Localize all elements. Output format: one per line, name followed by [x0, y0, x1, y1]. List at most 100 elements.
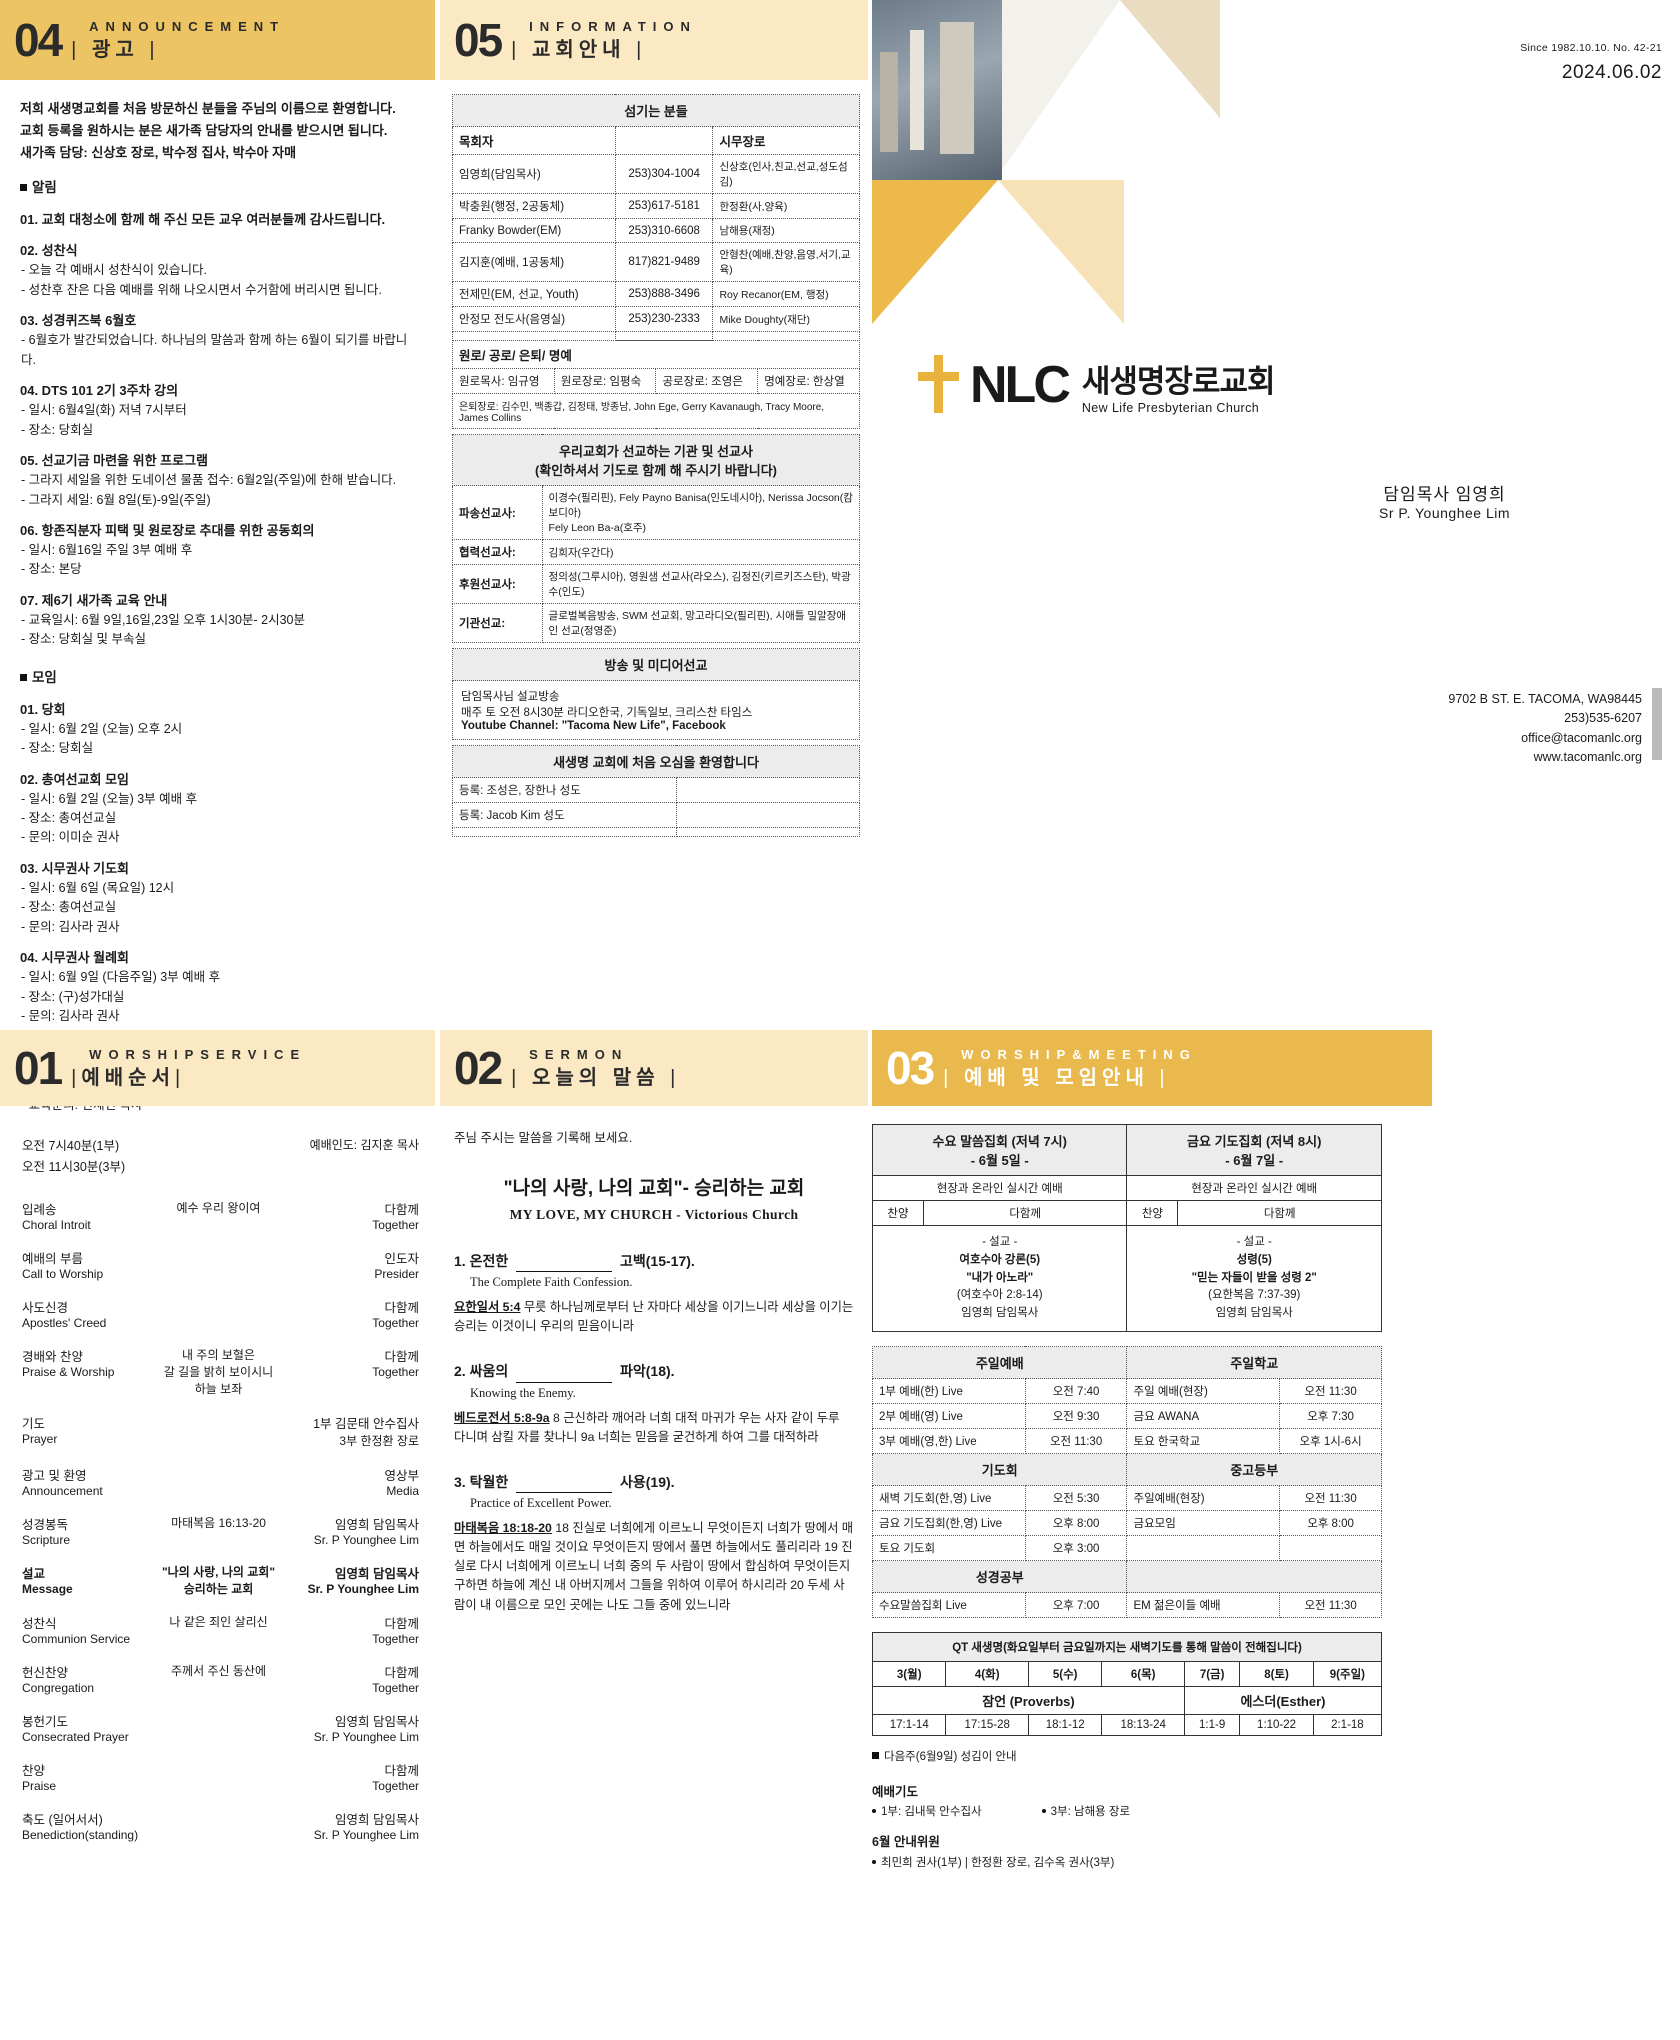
section-title-kr: | 오늘의 말씀 | — [511, 1066, 681, 1089]
table-row: 토요 기도회 오후 3:00 — [872, 1535, 1382, 1562]
meeting-body: 수요 말씀집회 (저녁 7시) - 6월 5일 - 금요 기도집회 (저녁 8시)… — [871, 1106, 1412, 1873]
worship-item-detail — [153, 1705, 284, 1754]
worship-item-detail — [153, 1242, 284, 1291]
table-row: 2부 예배(영) Live 오전 9:30 금요 AWANA 오후 7:30 — [872, 1403, 1382, 1430]
schedule-time-left: 오전 7:40 — [1024, 1378, 1128, 1405]
staff-pastor: 박충원(행정, 2공동체) — [452, 193, 616, 219]
section-title-en: ANNOUNCEMENT — [89, 19, 286, 35]
table-row — [452, 827, 861, 837]
announcement-item-detail: - 문의: 이미순 권사 — [21, 830, 120, 845]
honorary-title: 원로/ 공로/ 은퇴/ 명예 — [452, 340, 860, 369]
qt-book-right: 에스더(Esther) — [1183, 1686, 1383, 1716]
weekly-schedule-table: 주일예배 주일학교 1부 예배(한) Live 오전 7:40 주일 예배(현장) 오전 … — [871, 1346, 1382, 1619]
group-heading: 모임 — [20, 668, 421, 689]
worship-item-detail: 나 같은 죄인 살리신 — [169, 1614, 268, 1629]
friday-live: 현장과 온라인 실시간 예배 — [1126, 1175, 1382, 1201]
announcement-item: 03. 성경퀴즈북 6월호 - 6월호가 발간되었습니다. 하나님의 말씀과 함께… — [20, 311, 421, 370]
schedule-item-right: 주일예배(현장) — [1126, 1485, 1281, 1512]
worship-item-detail — [153, 1407, 284, 1459]
announcement-item-detail: - 일시: 6월 9일 (다음주일) 3부 예배 후 — [21, 970, 221, 985]
worship-prayer-block: 예배기도 1부: 김내묵 안수집사 3부: 남해용 장로 — [872, 1782, 1382, 1823]
praise-value-left: 다함께 — [922, 1200, 1128, 1226]
staff-pastor: Franky Bowder(EM) — [452, 218, 616, 243]
table-row: 등록: 조성은, 장한나 성도 — [452, 777, 861, 803]
announcement-item-detail: - 문의: 김사라 권사 — [21, 1008, 120, 1023]
staff-pastor: 전제민(EM, 선교, Youth) — [452, 281, 616, 307]
staff-elder: Mike Doughty(재단) — [712, 306, 860, 332]
media-lines: 담임목사님 설교방송 매주 토 오전 8시30분 라디오한국, 기독일보, 크리스… — [452, 680, 860, 740]
welcome-spacer — [675, 802, 861, 828]
address-line-1: 9702 B ST. E. TACOMA, WA98445 — [1448, 692, 1642, 706]
section-title-en: SERMON — [529, 1047, 629, 1063]
sermon-body: 주님 주시는 말씀을 기록해 보세요. "나의 사랑, 나의 교회"- 승리하는… — [440, 1106, 868, 1615]
mission-label: 후원선교사: — [452, 564, 543, 604]
worship-item-person: 인도자 Presider — [374, 1251, 419, 1281]
contact-block: 9702 B ST. E. TACOMA, WA98445 253)535-62… — [1448, 690, 1642, 768]
service-time: 오전 11시30분(3부) — [22, 1160, 126, 1175]
meeting-sermon-line: - 설교 - — [1236, 1236, 1272, 1248]
decor-triangle-cream — [1120, 0, 1220, 118]
retired-elders: 은퇴장로: 김수민, 백종갑, 김정태, 방종남, John Ege, Gerr… — [452, 393, 860, 429]
schedule-time-left: 오전 9:30 — [1024, 1403, 1128, 1430]
schedule-header-left: 기도회 — [871, 1453, 1128, 1487]
issue-info: Since 1982.10.10. No. 42-21 2024.06.02 — [1520, 42, 1662, 84]
address-line-2: 253)535-6207 — [1564, 711, 1642, 726]
qt-reference: 2:1-18 — [1312, 1714, 1383, 1737]
worship-prayer-title: 예배기도 — [872, 1784, 919, 1799]
worship-order-row: 기도 Prayer 1부 김문태 안수집사 3부 한정환 장로 — [22, 1407, 419, 1459]
worship-prayer-item: 3부: 남해용 장로 — [1041, 1803, 1130, 1823]
sermon-point: 2. 싸움의 파악(18). Knowing the Enemy. 베드로전서 5:… — [454, 1360, 854, 1446]
mission-title: 우리교회가 선교하는 기관 및 선교사 (확인하셔서 기도로 함께 해 주시기 … — [452, 434, 860, 486]
logo-name-en: New Life Presbyterian Church — [1081, 400, 1260, 415]
column-header-spacer — [615, 126, 714, 155]
masthead: Since 1982.10.10. No. 42-21 2024.06.02 N… — [872, 0, 1680, 790]
media-title: 방송 및 미디어선교 — [452, 648, 860, 681]
announcement-lead: 저희 새생명교회를 처음 방문하신 분들을 주님의 이름으로 환영합니다. 교회 … — [20, 98, 421, 164]
meeting-sermon-line: - 설교 - — [982, 1236, 1018, 1248]
worship-item-detail: 예수 우리 왕이여 — [176, 1200, 261, 1215]
weekly-meeting-table: 수요 말씀집회 (저녁 7시) - 6월 5일 - 금요 기도집회 (저녁 8시)… — [871, 1124, 1382, 1333]
worship-order-row: 성경봉독 Scripture 마태복음 16:13-20 임영희 담임목사 Sr. P … — [22, 1508, 419, 1557]
worship-order-row: 헌신찬양 Congregation 주께서 주신 동산에 다함께 Together — [22, 1656, 419, 1705]
sermon-title-kr: "나의 사랑, 나의 교회"- 승리하는 교회 — [503, 1178, 805, 1199]
meeting-sermon-line: (여호수아 2:8-14) — [956, 1289, 1043, 1302]
friday-sermon: - 설교 - 성령(5) "믿는 자들이 받을 성령 2" (요한복음 7:37-39… — [1126, 1224, 1382, 1333]
worship-order-column: 01 WORSHIPSERVICE |예배순서| 오전 7시40분(1부) 오전 … — [0, 1030, 435, 1852]
worship-item-person: 다함께 Together — [372, 1300, 419, 1330]
qt-reference: 1:10-22 — [1239, 1714, 1314, 1737]
staff-elder: Roy Recanor(EM, 행정) — [712, 281, 860, 307]
since-text: Since 1982.10.10. No. 42-21 — [1520, 42, 1662, 54]
announcement-item-title: 07. 제6기 새가족 교육 안내 — [20, 592, 168, 608]
schedule-item-left: 토요 기도회 — [872, 1535, 1026, 1562]
welcome-spacer — [675, 827, 861, 837]
worship-item-detail — [153, 1754, 284, 1803]
schedule-item-left: 새벽 기도회(한,영) Live — [872, 1485, 1026, 1512]
schedule-time-left: 오후 8:00 — [1024, 1510, 1128, 1537]
announcement-item-detail: - 장소: 당회실 및 부속실 — [21, 632, 147, 647]
square-bullet-icon — [20, 184, 27, 192]
announcement-item-detail: - 장소: (구)성가대실 — [21, 989, 125, 1004]
qt-day: 5(수) — [1027, 1661, 1103, 1688]
wednesday-sermon: - 설교 - 여호수아 강론(5) "내가 아노라" (여호수아 2:8-14) 임영희… — [871, 1224, 1128, 1333]
schedule-header-right: 주일학교 — [1126, 1346, 1382, 1380]
schedule-header-left: 주일예배 — [871, 1346, 1128, 1380]
mission-label: 기관선교: — [452, 603, 543, 643]
qt-reference: 18:1-12 — [1027, 1714, 1103, 1737]
service-time: 오전 7시40분(1부) — [22, 1139, 120, 1153]
announcement-body: 저희 새생명교회를 처음 방문하신 분들을 주님의 이름으로 환영합니다. 교회 … — [0, 80, 435, 1116]
section-title-en: INFORMATION — [529, 19, 697, 35]
section-header-meeting: 03 WORSHIP&MEETING | 예배 및 모임안내 | — [872, 1030, 1432, 1106]
schedule-item-right: 금요 AWANA — [1126, 1403, 1281, 1430]
meeting-sermon-line: "믿는 자들이 받을 성령 2" — [1191, 1271, 1317, 1284]
service-times-row: 오전 7시40분(1부) 오전 11시30분(3부) 예배인도: 김지훈 목사 — [22, 1136, 419, 1179]
announcement-item-title: 06. 항존직분자 피택 및 원로장로 추대를 위한 공동회의 — [20, 522, 315, 538]
worship-item-name: 성경봉독 Scripture — [22, 1517, 71, 1547]
welcome-name: 등록: 조성은, 장한나 성도 — [452, 777, 677, 803]
worship-item-name: 사도신경 Apostles' Creed — [22, 1300, 107, 1330]
announcement-item-detail: - 그라지 세일을 위한 도네이션 물품 접수: 6월2일(주일)에 한해 받습… — [21, 473, 397, 488]
information-column: 05 INFORMATION | 교회안내 | 섬기는 분들 목회자 시무장로 … — [440, 0, 868, 837]
worship-item-name: 성찬식 Communion Service — [22, 1616, 131, 1646]
schedule-group-header: 기도회 중고등부 — [871, 1453, 1382, 1487]
schedule-header-right: 중고등부 — [1126, 1453, 1382, 1487]
